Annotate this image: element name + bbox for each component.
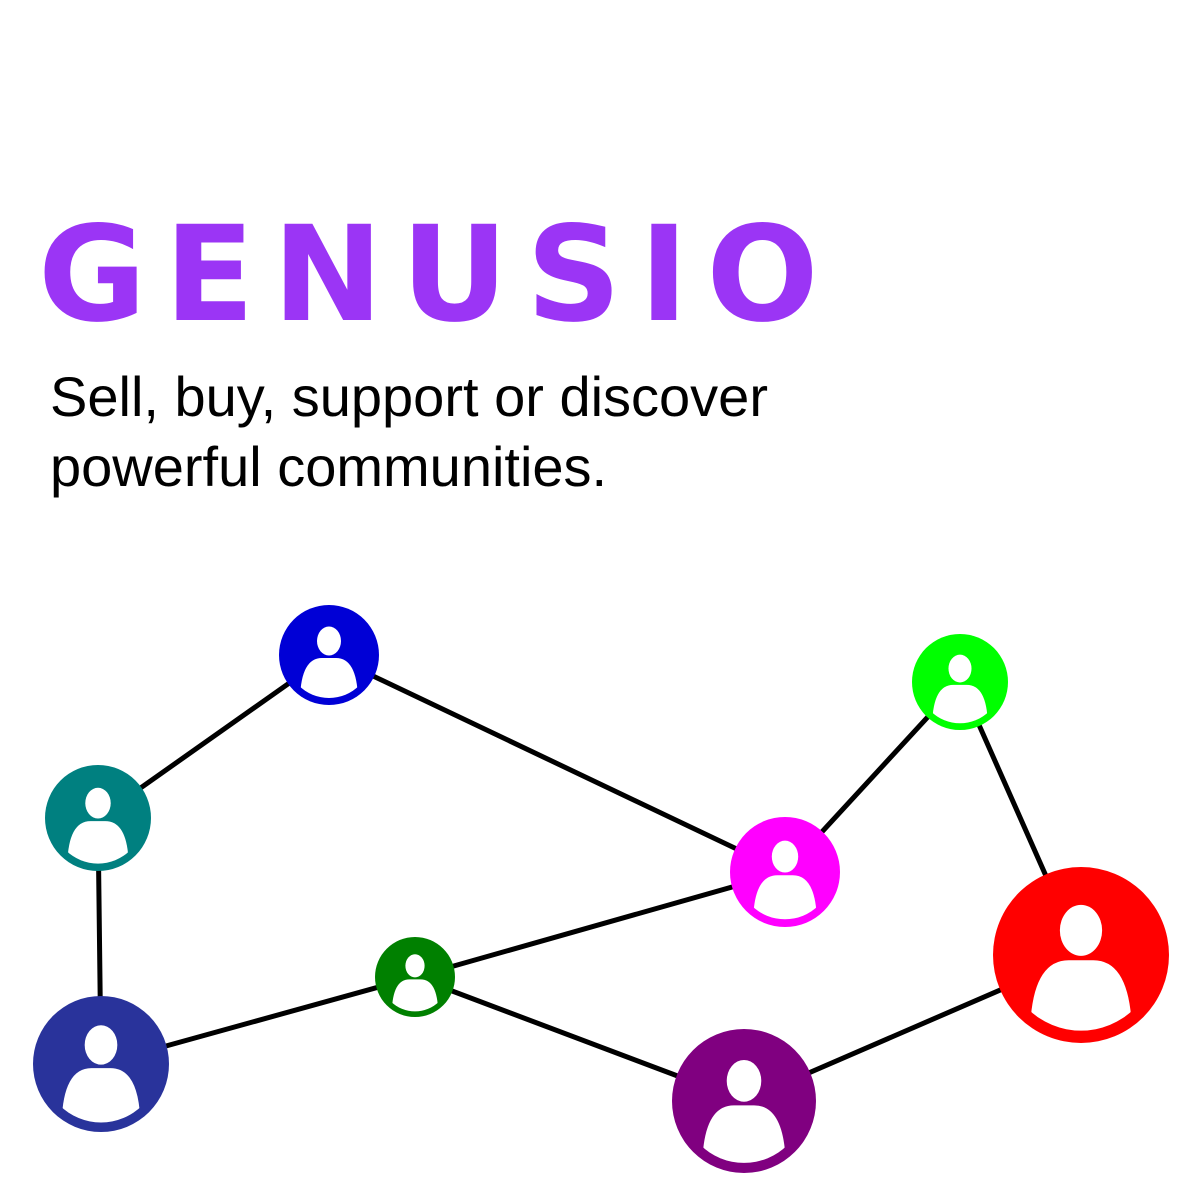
user-body-shape: [300, 658, 358, 698]
user-head-shape: [948, 654, 972, 683]
user-node-red: [993, 867, 1169, 1043]
user-body-shape: [753, 875, 817, 920]
user-body-shape: [67, 821, 129, 864]
brand-logo-text: GENUSIO: [38, 198, 837, 352]
user-node-lime: [912, 634, 1008, 730]
user-silhouette-icon: [391, 954, 439, 1012]
user-head-shape: [726, 1059, 762, 1102]
user-node-purple: [672, 1029, 816, 1173]
user-head-shape: [85, 787, 111, 819]
user-silhouette-icon: [932, 654, 988, 724]
network-edge-green-magenta: [412, 869, 788, 980]
user-node-magenta: [730, 817, 840, 927]
user-head-shape: [317, 626, 341, 656]
user-body-shape: [61, 1068, 141, 1123]
user-node-green: [375, 937, 455, 1017]
user-body-shape: [702, 1105, 786, 1163]
user-node-blue: [279, 605, 379, 705]
user-silhouette-icon: [67, 787, 129, 864]
network-nodes: [33, 605, 1169, 1173]
user-head-shape: [405, 954, 425, 978]
user-silhouette-icon: [753, 840, 817, 920]
user-head-shape: [771, 840, 799, 873]
user-node-teal: [45, 765, 151, 871]
user-head-shape: [84, 1025, 118, 1065]
user-body-shape: [932, 684, 988, 724]
tagline: Sell, buy, support or discover powerful …: [50, 362, 950, 502]
user-silhouette-icon: [61, 1025, 141, 1123]
user-body-shape: [1029, 960, 1133, 1031]
user-silhouette-icon: [702, 1059, 786, 1163]
user-silhouette-icon: [300, 626, 358, 698]
tagline-line-1: Sell, buy, support or discover: [50, 365, 768, 428]
user-body-shape: [391, 979, 439, 1012]
network-edge-blue-magenta: [326, 652, 788, 875]
tagline-line-2: powerful communities.: [50, 435, 608, 498]
user-silhouette-icon: [1029, 904, 1133, 1031]
user-head-shape: [1059, 904, 1103, 956]
user-node-navy: [33, 996, 169, 1132]
